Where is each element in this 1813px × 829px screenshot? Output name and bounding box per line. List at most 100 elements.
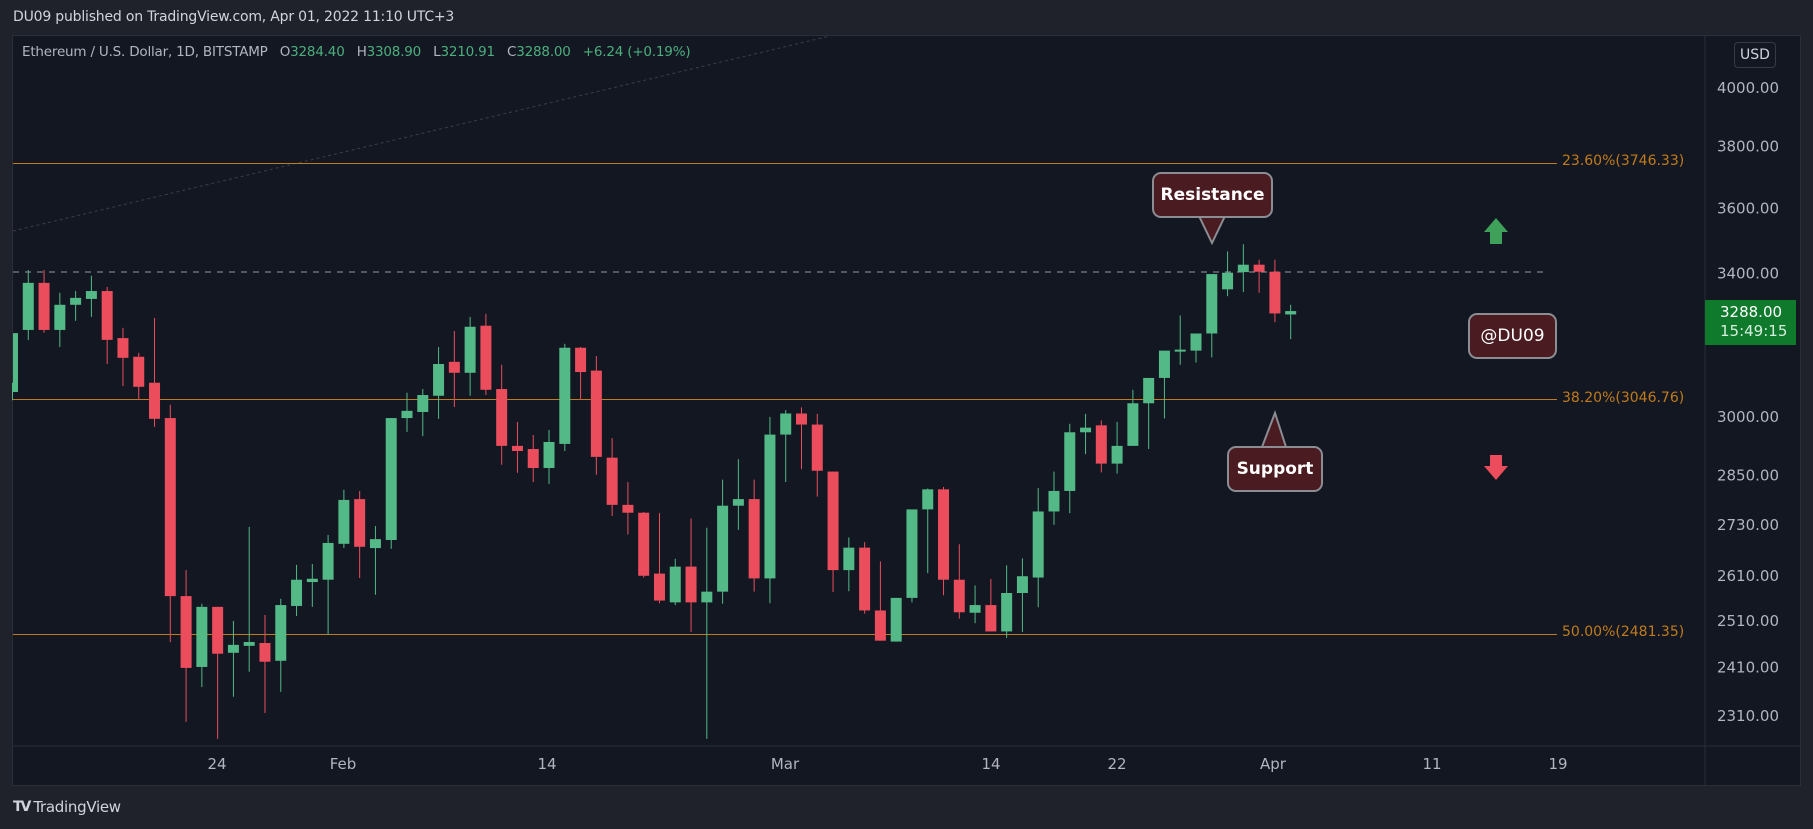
high-value: 3308.90 [366, 44, 422, 60]
time-tick: 14 [537, 755, 556, 773]
candle [306, 564, 318, 607]
price-axis[interactable]: 4000.00 3800.00 3600.00 3400.00 3000.00 2850.… [1717, 79, 1779, 725]
candle [385, 418, 397, 549]
candle [1032, 488, 1044, 608]
candle [1206, 274, 1218, 358]
time-tick: 14 [981, 755, 1000, 773]
time-tick: 11 [1422, 755, 1441, 773]
price-tick: 2410.00 [1717, 658, 1779, 676]
candle [732, 459, 744, 530]
candle [938, 486, 950, 596]
currency-button[interactable]: USD [1734, 42, 1776, 68]
candle [543, 429, 555, 485]
candle [38, 270, 50, 333]
candle [953, 544, 965, 619]
price-tick: 2610.00 [1717, 567, 1779, 585]
candle [780, 410, 792, 483]
price-tick: 2310.00 [1717, 707, 1779, 725]
candle [1253, 259, 1265, 293]
author-tag[interactable]: @DU09 [1468, 313, 1557, 359]
arrow-down-icon [1484, 455, 1508, 480]
fib-label-50: 50.00%(2481.35) [1562, 624, 1685, 640]
price-tick: 3000.00 [1717, 408, 1779, 426]
symbol-name: Ethereum / U.S. Dollar, 1D, BITSTAMP [22, 44, 268, 60]
tradingview-logo[interactable]: TV TradingView [13, 798, 121, 816]
time-tick: 19 [1548, 755, 1567, 773]
candle [70, 291, 82, 321]
candle [890, 597, 902, 642]
price-tick: 2730.00 [1717, 516, 1779, 534]
candle [322, 534, 334, 635]
candle [1143, 377, 1155, 450]
support-callout-tail [1260, 409, 1288, 448]
candle [527, 434, 539, 483]
candle [369, 526, 381, 595]
time-tick: Mar [771, 755, 800, 773]
close-value: 3288.00 [516, 44, 571, 60]
fibonacci-levels[interactable] [13, 163, 1557, 635]
tradingview-logo-icon: TV [13, 799, 31, 815]
candle [227, 620, 239, 697]
candle [511, 421, 523, 473]
candle [401, 392, 413, 432]
trendline[interactable] [12, 35, 831, 232]
chart-frame [12, 35, 1801, 786]
published-info: DU09 published on TradingView.com, Apr 0… [13, 9, 455, 25]
candle [1127, 389, 1139, 446]
candle [1111, 421, 1123, 474]
candle [275, 598, 287, 692]
candle [590, 356, 602, 475]
last-price-tag: 3288.00 15:49:15 [1705, 300, 1796, 345]
candle [985, 578, 997, 632]
resistance-callout[interactable]: Resistance [1152, 172, 1273, 218]
candle [1158, 350, 1170, 419]
candle [859, 542, 871, 614]
candle [1095, 420, 1107, 473]
candle [196, 603, 208, 688]
candle [117, 327, 129, 387]
symbol-legend: Ethereum / U.S. Dollar, 1D, BITSTAMP O32… [22, 44, 691, 60]
candle [164, 404, 176, 643]
resistance-callout-tail [1197, 215, 1227, 246]
candle [338, 489, 350, 549]
candle [1285, 304, 1297, 340]
candle [1001, 565, 1013, 638]
price-tick: 2850.00 [1717, 467, 1779, 485]
time-tick: Apr [1260, 755, 1287, 773]
price-tick: 3800.00 [1717, 138, 1779, 156]
candle [638, 511, 650, 578]
low-value: 3210.91 [440, 44, 496, 60]
candle [133, 352, 145, 400]
time-tick: 24 [207, 755, 226, 773]
candle [575, 347, 587, 400]
candle [606, 438, 618, 517]
candle [1064, 423, 1076, 514]
candle [701, 527, 713, 739]
candle [291, 564, 303, 616]
candle [1048, 471, 1060, 525]
candle [874, 561, 886, 641]
candle [12, 333, 18, 401]
candle [1237, 244, 1249, 293]
candle [796, 407, 807, 470]
candle [101, 286, 113, 365]
candle [85, 275, 97, 317]
time-axis[interactable]: 24 Feb 14 Mar 14 22 Apr 11 19 [207, 755, 1567, 773]
candle [669, 558, 681, 606]
candle [922, 488, 934, 574]
arrow-up-icon [1484, 218, 1508, 244]
price-tick: 4000.00 [1717, 79, 1779, 97]
candle [717, 479, 729, 604]
fib-label-38-2: 38.20%(3046.76) [1562, 390, 1685, 406]
price-tick: 2510.00 [1717, 612, 1779, 630]
price-tick: 3600.00 [1717, 199, 1779, 217]
open-value: 3284.40 [290, 44, 345, 60]
last-price: 3288.00 [1720, 303, 1783, 321]
candle [827, 471, 839, 593]
candle [22, 270, 34, 340]
change-value: +6.24 (+0.19%) [582, 44, 691, 60]
candle [969, 585, 981, 624]
support-callout[interactable]: Support [1227, 446, 1323, 492]
candle [1269, 259, 1281, 323]
